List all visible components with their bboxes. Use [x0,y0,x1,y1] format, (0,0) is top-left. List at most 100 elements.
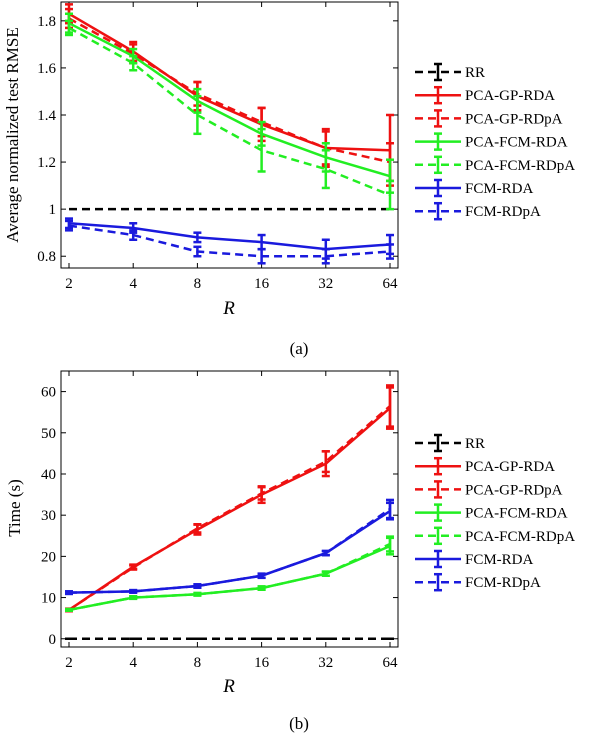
panel-b-y-tick-label: 50 [41,426,56,442]
panel-a-y-tick-label: 1.8 [37,14,56,30]
panel-a-legend-item-fcm-rdpa: FCM-RDpA [415,201,541,221]
panel-b-caption: (b) [289,714,309,733]
panel-b-error-bar [129,564,138,571]
panel-a-error-bar [386,243,394,260]
panel-a-error-bar [321,149,330,190]
panel-a-series-line [68,224,391,258]
panel-b-error-bar [386,384,394,428]
panel-a-series-pca-fcm-rdpa [65,19,394,211]
panel-b-error-bar [257,572,266,580]
panel-b-error-bar [193,591,202,597]
panel-b-series-line [68,542,391,612]
panel-a-legend-label: RR [465,65,485,81]
panel-a-error-bar [193,231,202,244]
panel-b-error-bar [321,570,330,577]
panel-a-legend-item-fcm-rda: FCM-RDA [415,178,534,198]
panel-a-legend-item-pca-fcm-rda: PCA-FCM-RDA [415,132,568,151]
panel-b-legend-label: PCA-FCM-RDpA [465,529,575,545]
panel-a-legend-label: PCA-GP-RDpA [465,111,563,127]
panel-a-legend-label: PCA-FCM-RDA [465,135,568,151]
panel-b-error-bar [193,522,202,534]
panel-b-error-bar [386,535,394,553]
panel-a-y-tick-label: 0.8 [37,249,56,265]
panel-a-x-tick-label: 32 [318,276,333,292]
panel-b-y-axis-label: Time (s) [5,479,24,536]
panel-b-y-tick-label: 60 [41,385,56,401]
panel-b-legend-label: PCA-GP-RDA [465,459,555,475]
panel-a-y-tick-label: 1.2 [37,155,56,171]
panel-b-error-bar [129,588,138,594]
panel-b-legend-item-pca-fcm-rda: PCA-FCM-RDA [415,503,568,522]
panel-b-y-tick-label: 40 [41,467,56,483]
panel-b-legend-label: FCM-RDpA [465,575,541,591]
panel-b: Time (s) R (b) 2 4 8 16 32 64 0 10 20 30 40 50 60 RR P… [5,370,575,733]
panel-b-y-tick-label: 0 [49,632,57,648]
panel-b-legend-label: PCA-GP-RDpA [465,482,563,498]
panel-a-y-tick-label: 1.4 [37,108,56,124]
panel-b-legend-item-fcm-rda: FCM-RDA [415,549,534,569]
panel-a-legend-label: FCM-RDA [465,181,534,197]
panel-a-error-bar [257,247,266,265]
panel-a-legend-label: FCM-RDpA [465,204,541,220]
panel-b-error-bar [321,450,330,474]
panel-b-series-fcm-rdpa [65,498,394,596]
panel-b-legend-label: RR [465,436,485,452]
panel-a-legend-item-pca-fcm-rdpa: PCA-FCM-RDpA [415,155,575,175]
panel-a-error-bar [257,127,266,173]
panel-a-x-tick-label: 16 [254,276,270,292]
panel-a-legend-label: PCA-FCM-RDpA [465,158,575,174]
panel-b-x-tick-label: 2 [65,655,73,671]
panel-b-error-bar [129,595,138,601]
panel-b-legend-item-rr: RR [415,433,485,453]
panel-a-y-tick-label: 1 [49,202,57,218]
panel-a-series-fcm-rdpa [65,219,394,265]
panel-b-error-bar [321,549,330,557]
panel-b-legend-label: PCA-FCM-RDA [465,506,568,522]
panel-a-x-tick-label: 8 [194,276,202,292]
panel-a-legend-label: PCA-GP-RDA [465,88,555,104]
panel-a-y-axis-label: Average normalized test RMSE [3,27,22,242]
panel-b-x-tick-label: 64 [383,655,399,671]
panel-b-series-line [68,507,391,594]
panel-b-error-bar [65,590,73,596]
panel-a-error-bar [193,245,202,258]
panel-b-legend: RR PCA-GP-RDA PCA-GP-RDpA PCA-FCM-RDA PCA-FC… [415,433,575,592]
panel-a-x-axis-label: R [222,298,235,319]
panel-a-error-bar [321,247,330,265]
panel-a-y-tick-label: 1.6 [37,61,56,77]
panel-b-x-axis-label: R [222,676,235,697]
panel-a-x-tick-label: 64 [383,276,399,292]
panel-b-y-tick-label: 30 [41,508,56,524]
panel-a-series-line [68,12,391,152]
panel-b-error-bar [65,607,73,612]
panel-a-caption: (a) [290,339,309,358]
panel-b-error-bar [386,498,394,520]
panel-a-error-bar [65,19,73,37]
panel-b-x-tick-label: 32 [318,655,333,671]
panel-b-x-tick-label: 8 [194,655,202,671]
panel-a-error-bar [193,94,202,136]
panel-b-plot-area [60,370,399,648]
panel-a-error-bar [386,179,394,211]
panel-a-series-line [68,17,391,164]
panel-a-legend-item-pca-gp-rdpa: PCA-GP-RDpA [415,109,563,128]
panel-b-legend-item-fcm-rdpa: FCM-RDpA [415,572,541,592]
panel-a-error-bar [65,219,73,232]
panel-b-y-tick-label: 10 [41,591,56,607]
panel-b-error-bar [257,585,266,591]
panel-a-series-line [68,22,391,178]
panel-b-legend-item-pca-fcm-rdpa: PCA-FCM-RDpA [415,526,575,546]
panel-a-series-line [68,222,391,251]
panel-a-x-tick-label: 4 [129,276,137,292]
panel-b-y-tick-label: 20 [41,549,56,565]
panel-a-legend-item-pca-gp-rda: PCA-GP-RDA [415,85,555,105]
panel-b-x-tick-label: 16 [254,655,270,671]
panel-a-plot-area [60,1,399,269]
panel-b-series-line [68,405,391,611]
panel-b-error-bar [257,485,266,501]
panel-b-x-tick-label: 4 [129,655,137,671]
panel-a-legend-item-rr: RR [415,62,485,82]
panel-b-series-pca-fcm-rdpa [65,535,394,612]
panel-a-legend: RR PCA-GP-RDA PCA-GP-RDpA PCA-FCM-RDA PCA-FC… [415,62,575,221]
